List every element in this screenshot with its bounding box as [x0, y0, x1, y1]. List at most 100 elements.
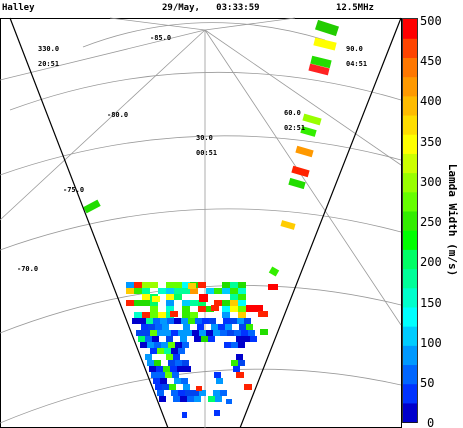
scatter-cell	[243, 305, 263, 312]
scatter-cell	[168, 342, 175, 348]
scatter-cell	[150, 348, 157, 354]
scatter-cell	[314, 19, 340, 37]
scatter-cell	[222, 282, 230, 288]
colorbar-tick-label: 100	[420, 336, 442, 350]
colorbar-segment	[403, 114, 417, 135]
scatter-cell	[222, 300, 230, 306]
scatter-cell	[158, 372, 165, 378]
colorbar-segment	[403, 345, 417, 366]
scatter-cell	[230, 306, 238, 312]
colorbar-tick-label: 50	[420, 376, 434, 390]
grid-meridian	[204, 29, 402, 166]
radar-frequency: 12.5MHz	[336, 3, 374, 13]
colorbar-tick-label: 400	[420, 94, 442, 108]
scatter-cell	[211, 305, 219, 311]
scatter-cell	[171, 330, 178, 336]
scatter-cell	[166, 282, 174, 288]
scatter-cell	[227, 330, 234, 336]
scatter-cell	[190, 300, 198, 306]
scatter-cell	[236, 336, 243, 342]
coord-label: 02:51	[284, 124, 305, 132]
grid-meridian	[204, 17, 296, 31]
scatter-cell	[150, 330, 157, 336]
scatter-cell	[308, 63, 330, 76]
colorbar-tick-label: 250	[420, 215, 442, 229]
scatter-cell	[239, 324, 246, 330]
scatter-cell	[258, 311, 268, 317]
scatter-cell	[156, 366, 163, 372]
scatter-cell	[147, 342, 154, 348]
scatter-cell	[184, 366, 191, 372]
colorbar-tick-label: 500	[420, 14, 442, 28]
scatter-cell	[230, 318, 237, 324]
scatter-cell	[192, 330, 199, 336]
scatter-cell	[182, 360, 189, 366]
scatter-cell	[215, 396, 222, 402]
scatter-cell	[300, 126, 317, 137]
scatter-cell	[139, 318, 146, 324]
scatter-cell	[155, 324, 162, 330]
scatter-cell	[150, 300, 158, 306]
scatter-cell	[165, 372, 172, 378]
scatter-cell	[302, 113, 322, 126]
scatter-cell	[158, 312, 166, 318]
scatter-cell	[152, 296, 160, 302]
scatter-cell	[142, 300, 150, 306]
lat-lon-grid	[0, 17, 402, 428]
scatter-cell	[161, 342, 168, 348]
scatter-cell	[192, 390, 199, 396]
colorbar-segment	[403, 364, 417, 385]
scatter-cell	[182, 342, 189, 348]
grid-lat-circle	[82, 22, 326, 48]
coord-label: -80.0	[107, 111, 128, 119]
colorbar-segment	[403, 153, 417, 174]
scatter-cell	[134, 300, 142, 306]
scatter-cell	[211, 324, 218, 330]
scatter-cell	[313, 37, 337, 51]
scatter-cell	[170, 311, 178, 317]
coord-label: -85.0	[150, 34, 171, 42]
scatter-cell	[202, 318, 209, 324]
scatter-cell	[220, 330, 227, 336]
colorbar-tick-label: 200	[420, 255, 442, 269]
colorbar-segment	[403, 268, 417, 289]
scatter-cell	[194, 396, 201, 402]
grid-meridian	[109, 17, 206, 31]
scatter-cell	[246, 324, 253, 330]
scatter-cell	[182, 312, 190, 318]
coord-label: -70.0	[17, 265, 38, 273]
scatter-cell	[126, 300, 134, 306]
scatter-cell	[166, 288, 174, 294]
scatter-cell	[162, 384, 169, 390]
scatter-cell	[178, 348, 185, 354]
scatter-cell	[268, 284, 278, 290]
scatter-cell	[174, 288, 182, 294]
scatter-cell	[142, 294, 150, 300]
scatter-cell	[145, 336, 152, 342]
scatter-cell	[187, 396, 194, 402]
scatter-cell	[182, 282, 190, 288]
scatter-cell	[142, 282, 150, 288]
scatter-cell	[216, 378, 223, 384]
scatter-cell	[160, 318, 167, 324]
scatter-cell	[214, 300, 222, 306]
fov-left-edge	[9, 17, 169, 428]
colorbar-ticks: 500 450 400 350 300 250 200 150 100 50 0	[420, 14, 442, 428]
scatter-cell	[153, 318, 160, 324]
scatter-cell	[295, 145, 314, 158]
scatter-cell	[225, 324, 232, 330]
scatter-cell	[230, 282, 238, 288]
scatter-cell	[250, 336, 257, 342]
scatter-cell	[182, 306, 190, 312]
colorbar-tick-label: 450	[420, 54, 442, 68]
colorbar-tick-label: 350	[420, 135, 442, 149]
scatter-cell	[214, 288, 222, 294]
scatter-cell	[201, 336, 208, 342]
scatter-cell	[150, 306, 158, 312]
scatter-cell	[134, 312, 142, 318]
scatter-cell	[180, 336, 187, 342]
scatter-cell	[218, 324, 225, 330]
coord-label: 330.0	[38, 45, 59, 53]
scatter-cell	[230, 300, 238, 306]
scatter-cell	[151, 372, 158, 378]
